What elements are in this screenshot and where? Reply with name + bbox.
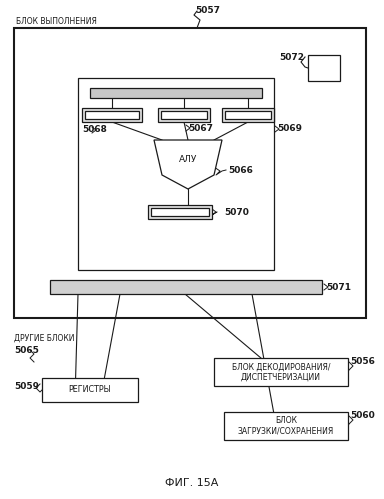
Text: 5056: 5056 [350, 357, 375, 366]
Bar [90, 88, 262, 98]
Text: 5071: 5071 [326, 282, 351, 291]
Polygon shape [154, 140, 222, 189]
Text: 5069: 5069 [277, 124, 302, 133]
Text: БЛОК
ЗАГРУЗКИ/СОХРАНЕНИЯ: БЛОК ЗАГРУЗКИ/СОХРАНЕНИЯ [238, 416, 334, 436]
Bar [50, 280, 322, 294]
Bar [85, 111, 139, 119]
Text: 5065: 5065 [14, 346, 39, 355]
Text: 5060: 5060 [350, 411, 375, 420]
Text: 5072: 5072 [279, 53, 304, 62]
Bar [225, 111, 271, 119]
Text: АЛУ: АЛУ [179, 155, 197, 164]
Text: 5066: 5066 [228, 166, 253, 175]
Bar [224, 412, 348, 440]
Text: ДРУГИЕ БЛОКИ: ДРУГИЕ БЛОКИ [14, 334, 74, 343]
Bar [42, 378, 138, 402]
Bar [14, 28, 366, 318]
Bar [151, 208, 209, 216]
Text: 5059: 5059 [14, 382, 39, 391]
Text: БЛОК ДЕКОДИРОВАНИЯ/
ДИСПЕТЧЕРИЗАЦИИ: БЛОК ДЕКОДИРОВАНИЯ/ ДИСПЕТЧЕРИЗАЦИИ [232, 362, 330, 382]
Bar [82, 108, 142, 122]
Bar [222, 108, 274, 122]
Text: РЕГИСТРЫ: РЕГИСТРЫ [69, 386, 111, 395]
Bar [161, 111, 207, 119]
Text: ФИГ. 15А: ФИГ. 15А [166, 478, 218, 488]
Text: 5068: 5068 [82, 125, 107, 134]
Bar [148, 205, 212, 219]
Text: 5057: 5057 [195, 6, 220, 15]
Bar [78, 78, 274, 270]
Bar [214, 358, 348, 386]
Text: БЛОК ВЫПОЛНЕНИЯ: БЛОК ВЫПОЛНЕНИЯ [16, 17, 97, 26]
Bar [308, 55, 340, 81]
Bar [158, 108, 210, 122]
Text: 5067: 5067 [188, 124, 213, 133]
Text: 5070: 5070 [224, 208, 249, 217]
